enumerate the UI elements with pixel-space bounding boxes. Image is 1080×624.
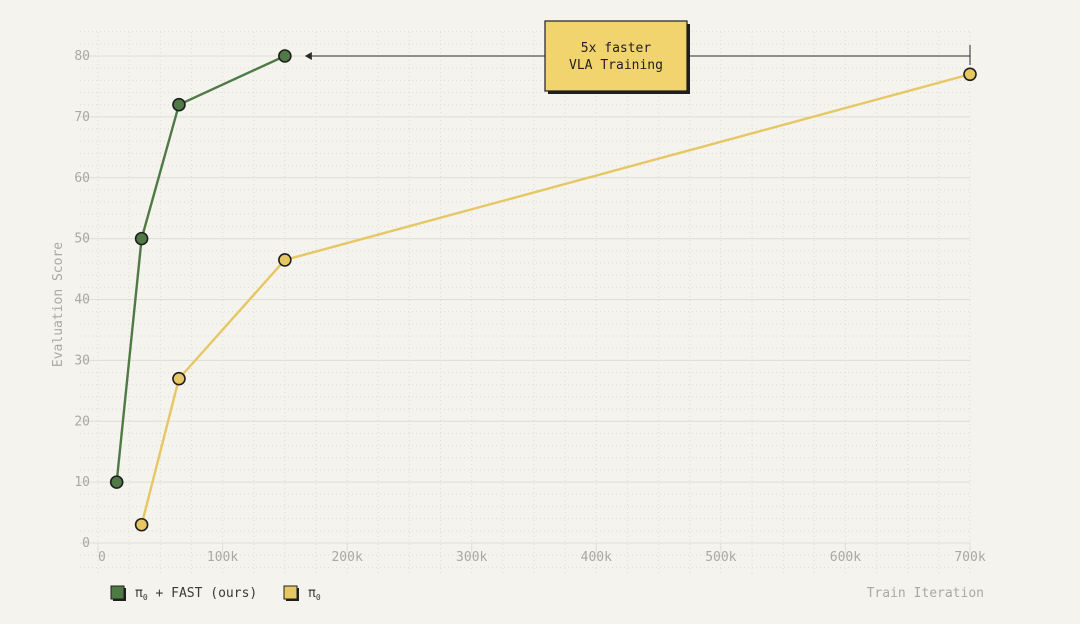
- legend-label: π0 + FAST (ours): [135, 586, 257, 602]
- y-tick-label: 0: [82, 536, 90, 551]
- y-tick-label: 80: [74, 49, 90, 64]
- annotation-text-line2: VLA Training: [569, 58, 663, 73]
- y-tick-label: 40: [74, 293, 90, 308]
- annotation-text-line1: 5x faster: [581, 41, 652, 56]
- data-point-1: [172, 371, 186, 386]
- data-point-0: [278, 49, 292, 63]
- data-point-0: [134, 231, 149, 246]
- y-tick-label: 20: [74, 414, 90, 429]
- y-tick-label: 60: [74, 171, 90, 186]
- data-point-0: [172, 97, 186, 112]
- y-axis-ticks: 0 10 20 30 40 50 60 70 80: [74, 49, 90, 551]
- legend-item-0: π0 + FAST (ours): [110, 585, 257, 602]
- series-line-0: [115, 54, 286, 483]
- annotation: 5x faster VLA Training: [304, 20, 971, 94]
- data-point-0: [109, 475, 124, 489]
- data-point-1: [134, 517, 149, 532]
- y-tick-label: 50: [74, 232, 90, 247]
- y-axis-title: Evaluation Score: [51, 242, 66, 367]
- legend-item-1: π0: [283, 585, 321, 602]
- y-tick-label: 70: [74, 110, 90, 125]
- x-tick-label: 600k: [830, 550, 861, 565]
- legend-swatch: [283, 585, 298, 600]
- y-tick-label: 30: [74, 353, 90, 368]
- minor-grid: [80, 31, 971, 573]
- legend: π0 + FAST (ours) π0: [110, 585, 321, 602]
- x-tick-label: 700k: [954, 550, 985, 565]
- x-tick-label: 500k: [705, 550, 736, 565]
- data-point-1: [278, 253, 292, 267]
- data-point-1: [963, 67, 977, 82]
- series-line-1: [140, 73, 971, 526]
- legend-swatch: [110, 585, 125, 600]
- series-1: [134, 67, 977, 532]
- x-tick-label: 200k: [331, 550, 362, 565]
- series-0: [109, 49, 292, 489]
- x-tick-label: 0: [98, 550, 106, 565]
- x-tick-label: 400k: [581, 550, 612, 565]
- major-grid: [80, 55, 971, 553]
- x-tick-label: 300k: [456, 550, 487, 565]
- x-axis-ticks: 0 100k 200k 300k 400k 500k 600k 700k: [98, 550, 986, 565]
- x-axis-title: Train Iteration: [867, 586, 984, 601]
- annotation-box: [544, 20, 688, 92]
- series-layer: [109, 49, 977, 532]
- annotation-arrowhead: [304, 52, 312, 60]
- y-tick-label: 10: [74, 475, 90, 490]
- legend-label: π0: [308, 586, 321, 602]
- x-tick-label: 100k: [207, 550, 238, 565]
